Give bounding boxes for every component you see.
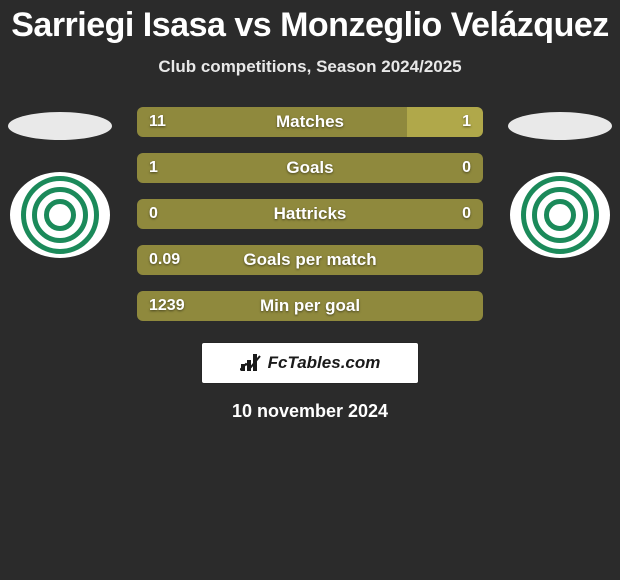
stat-label: Goals <box>286 158 333 178</box>
stat-bar: 1 0 Goals <box>137 153 483 183</box>
stat-value-right: 0 <box>462 159 471 177</box>
date-text: 10 november 2024 <box>0 401 620 422</box>
stat-row: 0 0 Hattricks <box>0 191 620 237</box>
stat-bar: 0.09 Goals per match <box>137 245 483 275</box>
stat-value-left: 0.09 <box>149 251 180 269</box>
brand-text: FcTables.com <box>268 353 381 373</box>
stat-label: Goals per match <box>243 250 376 270</box>
stat-bar: 0 0 Hattricks <box>137 199 483 229</box>
stat-bar: 111Matches <box>137 107 483 137</box>
stat-value-right: 1 <box>462 113 471 131</box>
stat-value-left: 1 <box>149 159 158 177</box>
stat-label: Hattricks <box>274 204 347 224</box>
brand-box: FcTables.com <box>202 343 418 383</box>
stat-rows: 111Matches10Goals00Hattricks0.09Goals pe… <box>0 99 620 329</box>
stat-bar: 1239 Min per goal <box>137 291 483 321</box>
stat-row: 0.09 Goals per match <box>0 237 620 283</box>
stat-row: 1239 Min per goal <box>0 283 620 329</box>
stat-value-left: 0 <box>149 205 158 223</box>
subtitle: Club competitions, Season 2024/2025 <box>0 57 620 77</box>
stat-value-left: 11 <box>149 113 166 131</box>
bars-icon <box>240 354 262 372</box>
stat-value-right: 0 <box>462 205 471 223</box>
stat-row: 1 0 Goals <box>0 145 620 191</box>
page-title: Sarriegi Isasa vs Monzeglio Velázquez <box>0 0 620 45</box>
stat-label: Matches <box>276 112 344 132</box>
stat-value-left: 1239 <box>149 297 185 315</box>
stat-row: 111Matches <box>0 99 620 145</box>
stat-label: Min per goal <box>260 296 360 316</box>
